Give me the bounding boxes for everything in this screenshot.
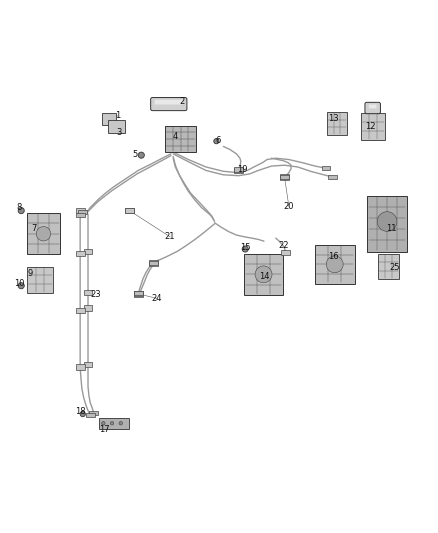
FancyBboxPatch shape bbox=[108, 120, 125, 133]
FancyBboxPatch shape bbox=[360, 113, 385, 140]
FancyBboxPatch shape bbox=[99, 417, 130, 429]
Bar bbox=[134, 290, 143, 295]
Bar bbox=[86, 413, 95, 417]
FancyBboxPatch shape bbox=[327, 112, 347, 135]
Circle shape bbox=[138, 152, 145, 158]
Text: 10: 10 bbox=[14, 279, 25, 288]
FancyBboxPatch shape bbox=[367, 196, 407, 252]
Text: 23: 23 bbox=[91, 289, 101, 298]
Bar bbox=[280, 175, 289, 179]
FancyBboxPatch shape bbox=[281, 250, 290, 255]
Circle shape bbox=[18, 282, 24, 289]
Text: 24: 24 bbox=[152, 294, 162, 303]
Circle shape bbox=[36, 227, 51, 241]
Circle shape bbox=[119, 422, 123, 425]
FancyBboxPatch shape bbox=[151, 98, 187, 111]
FancyBboxPatch shape bbox=[84, 362, 92, 367]
Bar bbox=[76, 213, 85, 217]
Text: 7: 7 bbox=[32, 224, 37, 233]
Text: 13: 13 bbox=[328, 114, 339, 123]
FancyBboxPatch shape bbox=[76, 208, 85, 213]
Circle shape bbox=[102, 422, 105, 425]
Bar bbox=[328, 175, 337, 179]
Circle shape bbox=[110, 422, 114, 425]
FancyBboxPatch shape bbox=[76, 251, 85, 256]
FancyBboxPatch shape bbox=[27, 266, 53, 293]
FancyBboxPatch shape bbox=[76, 308, 85, 313]
Circle shape bbox=[214, 139, 219, 144]
Bar bbox=[149, 261, 158, 265]
FancyBboxPatch shape bbox=[125, 208, 134, 213]
FancyBboxPatch shape bbox=[134, 292, 143, 297]
Text: 4: 4 bbox=[173, 132, 178, 141]
Text: 18: 18 bbox=[75, 407, 86, 416]
Text: 6: 6 bbox=[215, 136, 221, 146]
FancyBboxPatch shape bbox=[165, 126, 196, 152]
Text: 3: 3 bbox=[117, 127, 122, 136]
Bar bbox=[78, 210, 87, 214]
Circle shape bbox=[377, 212, 397, 231]
FancyBboxPatch shape bbox=[134, 291, 143, 296]
Circle shape bbox=[80, 411, 85, 417]
Text: 11: 11 bbox=[386, 224, 397, 233]
Text: 16: 16 bbox=[328, 252, 339, 261]
FancyBboxPatch shape bbox=[155, 100, 183, 104]
Text: 15: 15 bbox=[240, 243, 251, 252]
Text: 5: 5 bbox=[133, 150, 138, 159]
Text: 2: 2 bbox=[179, 97, 184, 106]
Text: 22: 22 bbox=[279, 240, 289, 249]
FancyBboxPatch shape bbox=[84, 290, 92, 295]
Circle shape bbox=[326, 256, 343, 273]
FancyBboxPatch shape bbox=[76, 364, 85, 369]
Text: 8: 8 bbox=[17, 204, 22, 213]
Text: 9: 9 bbox=[28, 269, 33, 278]
Text: 1: 1 bbox=[115, 111, 120, 120]
FancyBboxPatch shape bbox=[244, 254, 283, 295]
FancyBboxPatch shape bbox=[234, 168, 243, 173]
FancyBboxPatch shape bbox=[378, 254, 399, 279]
FancyBboxPatch shape bbox=[125, 208, 134, 213]
Text: 17: 17 bbox=[99, 425, 110, 434]
FancyBboxPatch shape bbox=[365, 102, 381, 114]
FancyBboxPatch shape bbox=[102, 113, 116, 125]
Text: 12: 12 bbox=[365, 122, 376, 131]
Circle shape bbox=[18, 207, 24, 214]
Circle shape bbox=[255, 266, 272, 283]
FancyBboxPatch shape bbox=[27, 213, 60, 254]
FancyBboxPatch shape bbox=[84, 305, 92, 311]
Text: 20: 20 bbox=[284, 202, 294, 211]
Circle shape bbox=[242, 246, 248, 252]
Bar bbox=[89, 410, 98, 415]
FancyBboxPatch shape bbox=[84, 248, 92, 254]
FancyBboxPatch shape bbox=[280, 174, 289, 180]
Bar bbox=[234, 167, 243, 172]
FancyBboxPatch shape bbox=[369, 104, 377, 108]
Text: 14: 14 bbox=[259, 272, 269, 281]
FancyBboxPatch shape bbox=[314, 245, 355, 284]
Text: 21: 21 bbox=[165, 232, 175, 241]
Text: 25: 25 bbox=[390, 263, 400, 272]
Bar bbox=[321, 166, 330, 171]
Text: 19: 19 bbox=[237, 165, 247, 174]
FancyBboxPatch shape bbox=[149, 261, 158, 265]
